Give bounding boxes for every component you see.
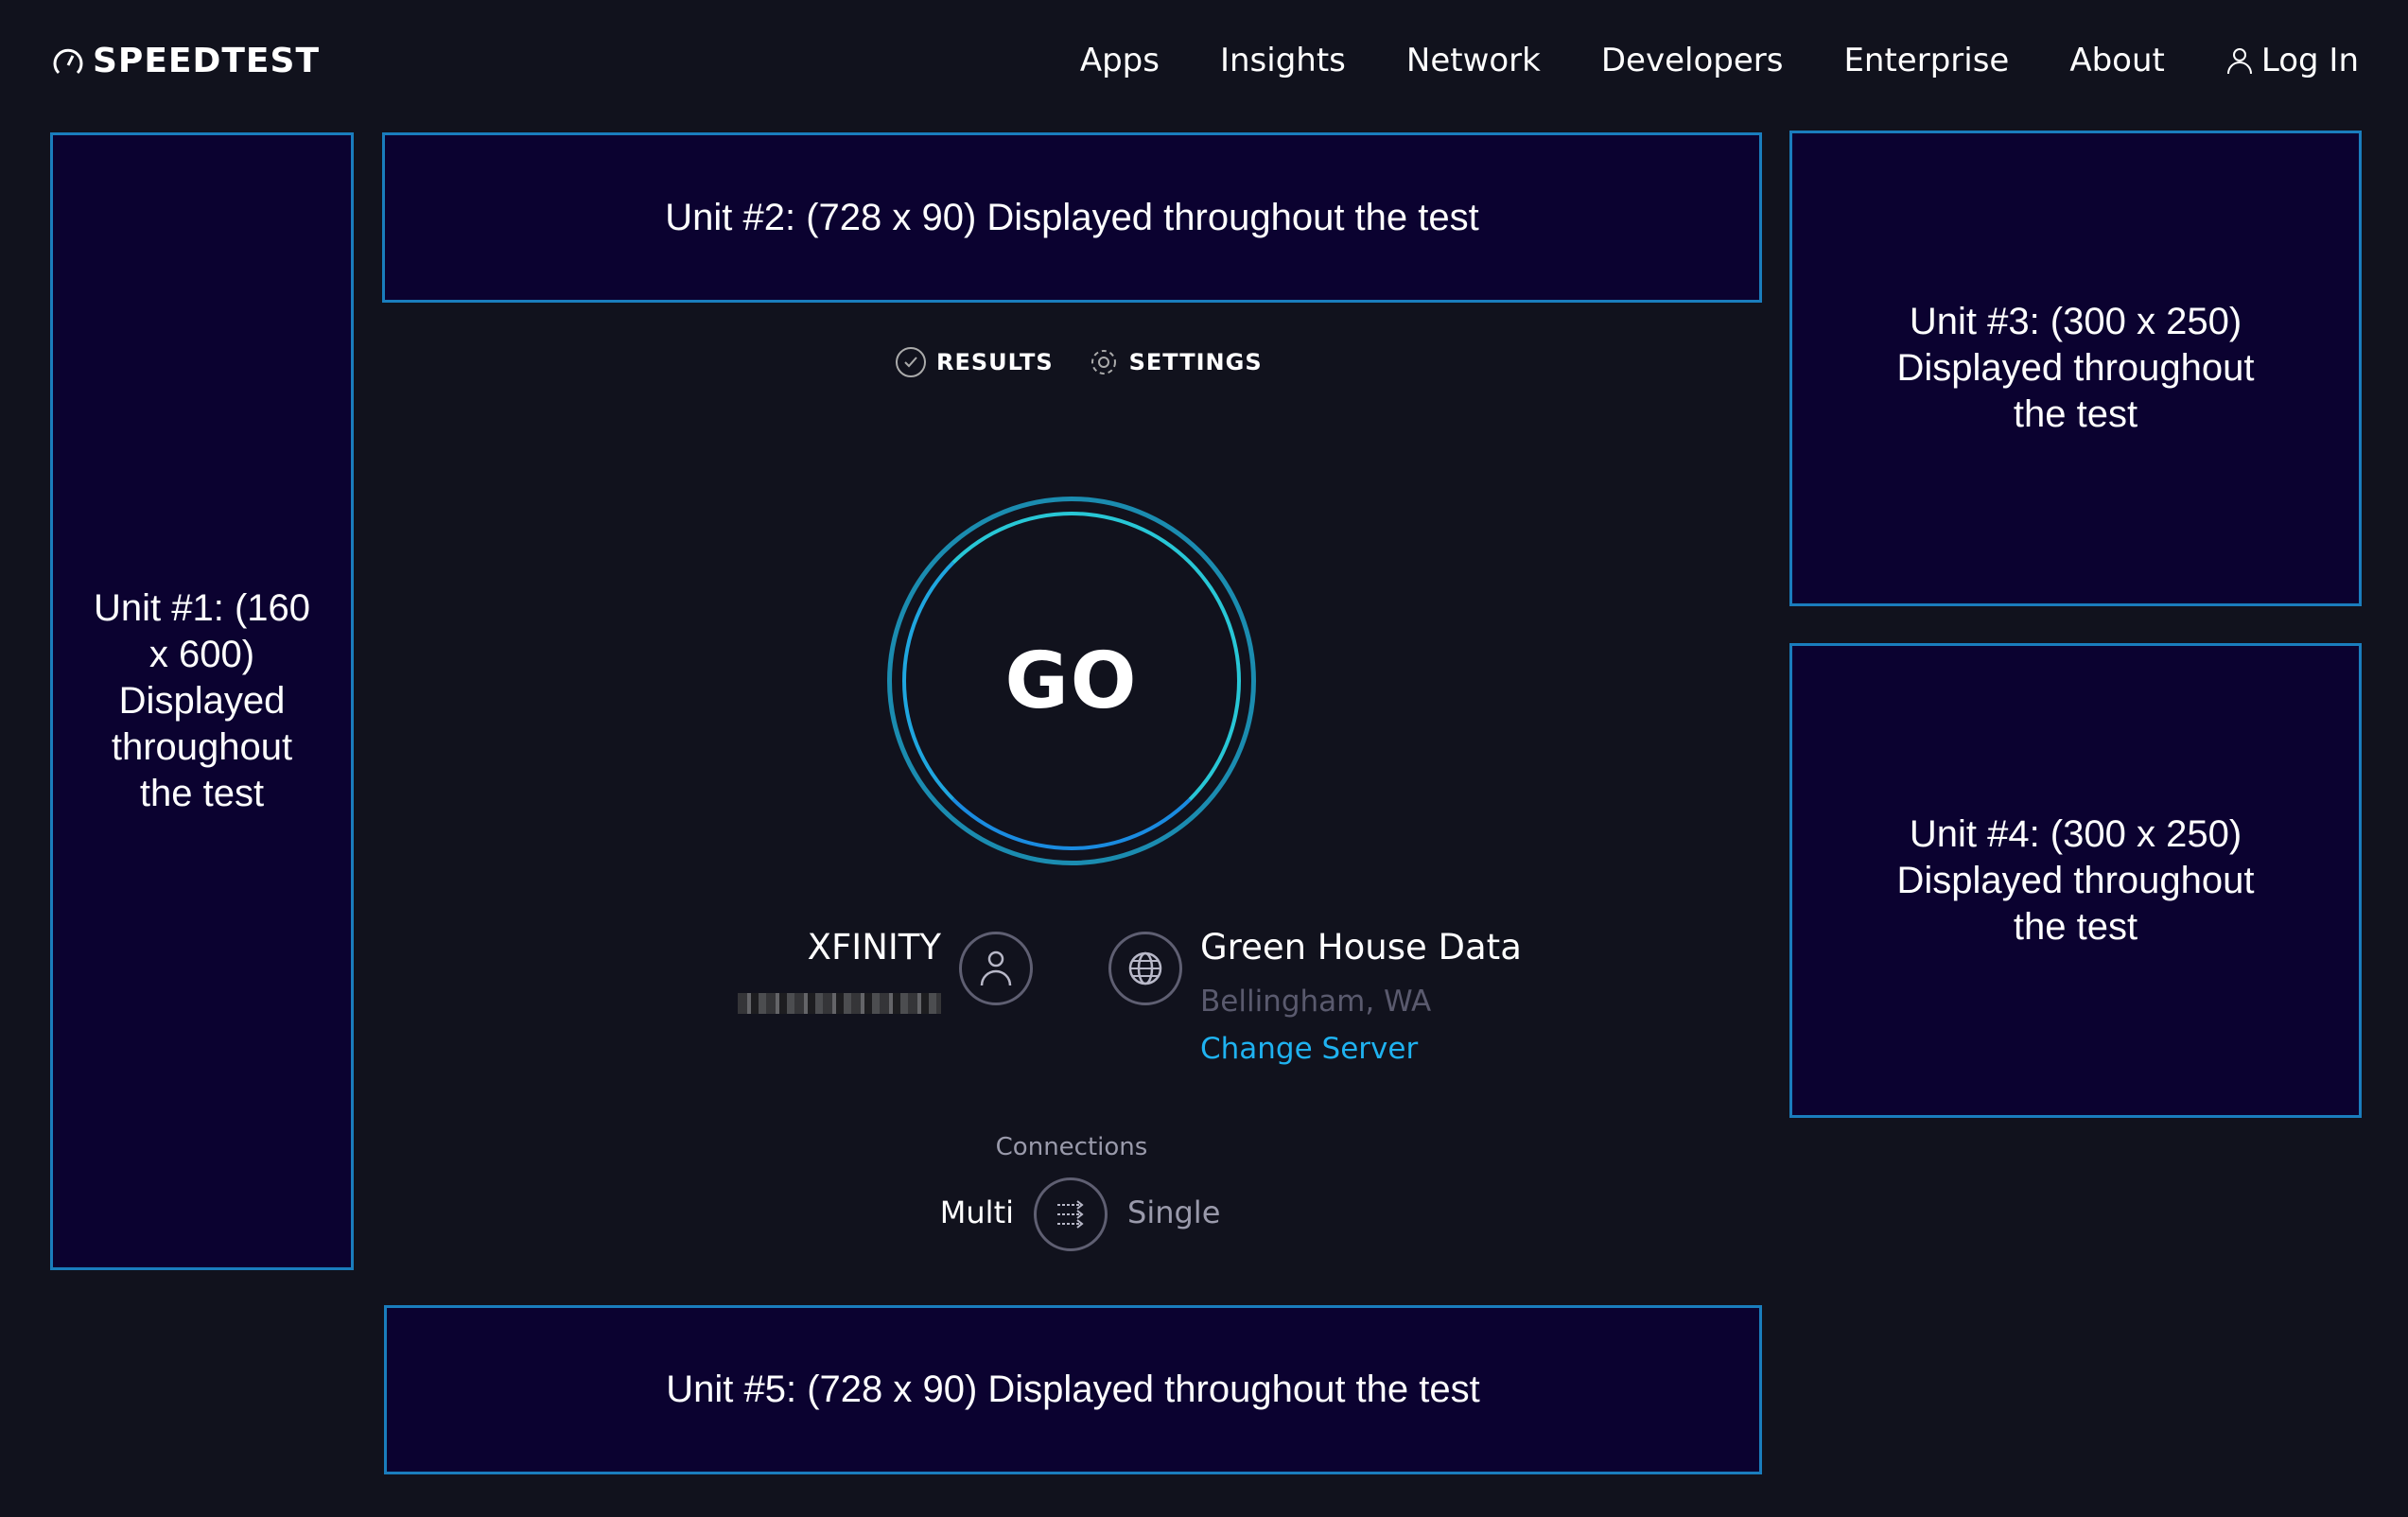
check-circle-icon bbox=[896, 347, 926, 377]
ad-unit-3[interactable]: Unit #3: (300 x 250) Displayed throughou… bbox=[1789, 131, 2362, 606]
tab-settings[interactable]: SETTINGS bbox=[1088, 346, 1263, 378]
gear-icon bbox=[1091, 350, 1116, 375]
server-info: Green House Data Bellingham, WA Change S… bbox=[1200, 927, 1522, 1066]
connections-single[interactable]: Single bbox=[1127, 1194, 1221, 1230]
connections-label: Connections bbox=[995, 1133, 1148, 1161]
go-button[interactable]: GO bbox=[902, 512, 1241, 850]
isp-user-icon bbox=[959, 932, 1033, 1005]
server-name: Green House Data bbox=[1200, 927, 1522, 968]
server-location: Bellingham, WA bbox=[1200, 985, 1432, 1019]
globe-icon bbox=[1108, 932, 1182, 1005]
nav-apps[interactable]: Apps bbox=[1079, 42, 1160, 79]
nav-insights[interactable]: Insights bbox=[1219, 42, 1346, 79]
multi-arrows-icon bbox=[1057, 1200, 1084, 1229]
results-label: RESULTS bbox=[936, 349, 1054, 375]
user-icon bbox=[2226, 48, 2252, 75]
nav-enterprise[interactable]: Enterprise bbox=[1843, 42, 2010, 79]
nav-about[interactable]: About bbox=[2069, 42, 2165, 79]
logo-text: SPEEDTEST bbox=[93, 42, 321, 80]
login-link[interactable]: Log In bbox=[2225, 42, 2359, 79]
isp-name: XFINITY bbox=[807, 927, 941, 968]
connections-toggle[interactable] bbox=[1034, 1177, 1108, 1251]
ip-address-redacted bbox=[738, 993, 941, 1014]
speedtest-logo[interactable]: SPEEDTEST bbox=[51, 42, 320, 80]
settings-label: SETTINGS bbox=[1128, 349, 1263, 375]
connections-multi[interactable]: Multi bbox=[939, 1194, 1014, 1230]
login-label: Log In bbox=[2260, 42, 2359, 79]
nav-developers[interactable]: Developers bbox=[1600, 42, 1784, 79]
main-nav: Apps Insights Network Developers Enterpr… bbox=[1080, 42, 2359, 79]
tab-results[interactable]: RESULTS bbox=[895, 346, 1054, 378]
change-server-link[interactable]: Change Server bbox=[1200, 1032, 1419, 1066]
ad-unit-1[interactable]: Unit #1: (160 x 600) Displayed throughou… bbox=[50, 132, 354, 1270]
nav-network[interactable]: Network bbox=[1405, 42, 1541, 79]
speedometer-icon bbox=[53, 48, 83, 74]
ad-unit-4[interactable]: Unit #4: (300 x 250) Displayed throughou… bbox=[1789, 643, 2362, 1118]
ad-unit-2[interactable]: Unit #2: (728 x 90) Displayed throughout… bbox=[382, 132, 1762, 303]
go-button-ring: GO bbox=[887, 497, 1256, 865]
ad-unit-5[interactable]: Unit #5: (728 x 90) Displayed throughout… bbox=[384, 1305, 1762, 1474]
result-tabs: RESULTS SETTINGS bbox=[895, 346, 1263, 378]
